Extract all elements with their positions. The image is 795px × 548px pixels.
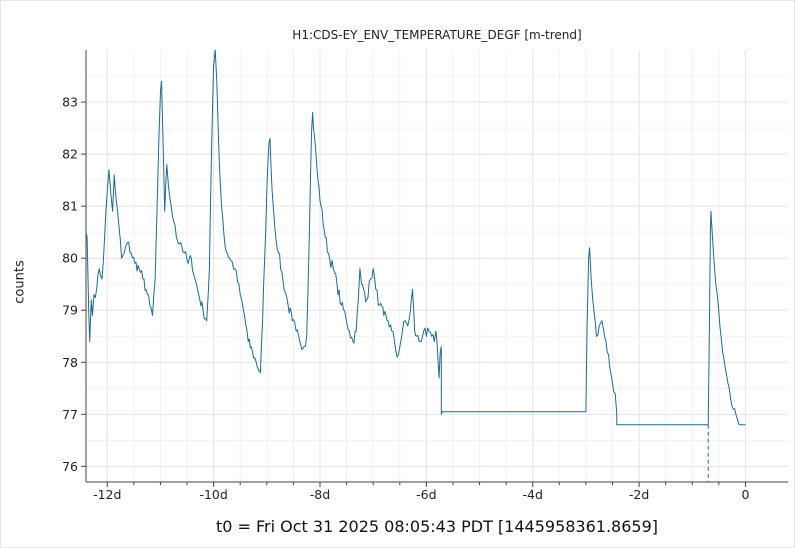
y-tick-label: 78 [62,355,78,370]
y-tick-label: 77 [62,407,78,422]
x-tick-label: -2d [629,487,649,502]
chart-title: H1:CDS-EY_ENV_TEMPERATURE_DEGF [m-trend] [292,28,582,42]
y-tick-label: 81 [62,199,78,214]
y-tick-label: 79 [62,303,78,318]
y-tick-label: 76 [62,459,78,474]
x-tick-label: -10d [199,487,227,502]
x-tick-label: -8d [310,487,330,502]
grid [86,50,788,482]
y-tick-label: 83 [62,95,78,110]
axes [85,50,788,483]
chart-footer: t0 = Fri Oct 31 2025 08:05:43 PDT [14459… [215,517,659,536]
series-line [85,49,746,426]
x-tick-label: -12d [93,487,121,502]
series [85,49,746,482]
y-tick-label: 82 [62,147,78,162]
x-tick-label: -4d [523,487,543,502]
ticks: -12d -10d -8d -6d -4d -2d 0 76 77 78 79 80 81 82 83 [62,95,749,502]
x-tick-label: 0 [741,487,749,502]
x-tick-label: -6d [416,487,436,502]
y-tick-label: 80 [62,251,78,266]
